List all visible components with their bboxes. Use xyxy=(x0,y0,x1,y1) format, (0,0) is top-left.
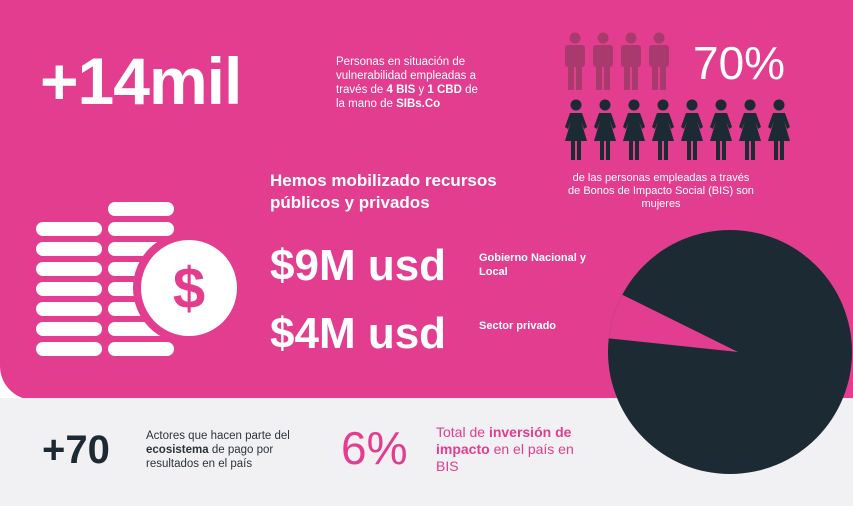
woman-icon xyxy=(681,99,703,160)
pie-impact-slice xyxy=(608,294,738,352)
man-icon xyxy=(593,32,613,90)
dollar-sign: $ xyxy=(173,256,205,321)
man-icon xyxy=(649,32,669,90)
pie-remainder-slice xyxy=(608,230,852,474)
men-icons-row xyxy=(563,32,671,92)
actors-description: Actores que hacen parte del ecosistema d… xyxy=(146,430,290,470)
woman-icon xyxy=(594,99,616,160)
coins-icon: $ xyxy=(36,202,245,356)
women-percentage: 70% xyxy=(693,37,786,89)
investment-percentage: 6% xyxy=(341,422,408,474)
women-icons-row xyxy=(563,99,792,161)
women-description: de las personas empleadas a través de Bo… xyxy=(568,172,754,210)
woman-icon xyxy=(739,99,761,160)
investment-description: Total de inversión de impacto en el país… xyxy=(436,424,574,474)
funding-title: Hemos mobilizado recursos públicos y pri… xyxy=(270,171,497,212)
beneficiaries-stat: +14mil xyxy=(40,44,242,118)
actors-stat: +70 xyxy=(42,428,110,472)
woman-icon xyxy=(768,99,790,160)
public-label: Gobierno Nacional y Local xyxy=(479,252,586,278)
public-amount: $9M usd xyxy=(270,241,447,290)
woman-icon xyxy=(652,99,674,160)
private-amount: $4M usd xyxy=(270,309,447,358)
investment-pie xyxy=(608,230,852,474)
woman-icon xyxy=(565,99,587,160)
beneficiaries-description: Personas en situación de vulnerabilidad … xyxy=(336,56,478,110)
woman-icon xyxy=(623,99,645,160)
man-icon xyxy=(621,32,641,90)
man-icon xyxy=(565,32,585,90)
private-label: Sector privado xyxy=(479,320,557,332)
woman-icon xyxy=(710,99,732,160)
